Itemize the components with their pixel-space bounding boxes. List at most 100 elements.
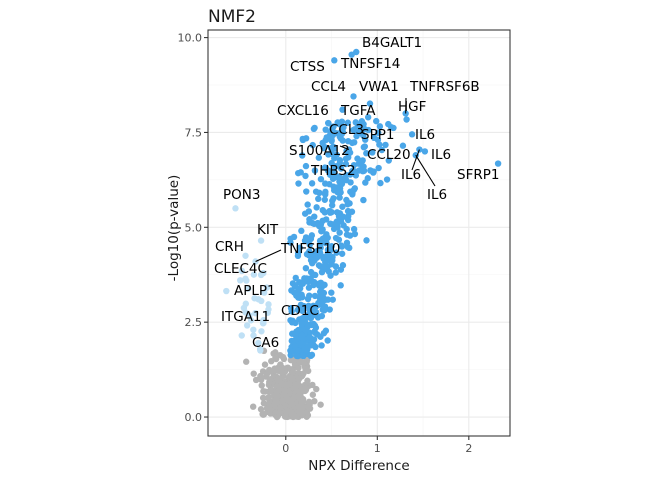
data-point-significant-down <box>258 328 265 335</box>
data-point-significant-up <box>340 222 347 229</box>
data-point-significant-up <box>322 239 329 247</box>
point-label: IL6 <box>431 147 451 163</box>
data-point-significant-up <box>306 241 313 248</box>
data-point-significant-up <box>302 264 310 272</box>
data-point-not-significant <box>295 382 302 389</box>
data-point-significant-up <box>311 124 318 132</box>
data-point-significant-down <box>246 312 253 319</box>
data-point-significant-up <box>292 274 299 282</box>
data-point-significant-up <box>363 150 370 157</box>
data-point-significant-up <box>306 306 313 313</box>
data-point-significant-up <box>318 342 325 349</box>
data-point-significant-up <box>350 225 358 233</box>
data-point-significant-up <box>332 269 339 276</box>
point-label: THBS2 <box>310 163 356 179</box>
data-point-significant-up <box>315 195 322 203</box>
data-point-significant-up <box>303 188 310 195</box>
point-label: S100A12 <box>289 143 350 159</box>
data-point-not-significant <box>259 410 266 418</box>
data-point-significant-up <box>294 292 301 299</box>
data-point-labeled <box>331 57 338 64</box>
data-point-significant-up <box>324 251 331 258</box>
label-leader-line <box>411 149 420 171</box>
point-labels: B4GALT1 CTSS TNFSF14 CCL4 VWA1 TNFRSF6B HGF CXC… <box>214 35 499 351</box>
y-tick-label: 2.5 <box>185 316 203 329</box>
data-point-significant-up <box>315 154 323 161</box>
x-tick-label: 1 <box>374 442 381 455</box>
data-point-not-significant <box>266 378 273 386</box>
data-point-not-significant <box>271 365 278 372</box>
data-point-significant-up <box>328 289 335 296</box>
data-point-not-significant <box>317 401 324 408</box>
data-point-significant-up <box>339 137 347 144</box>
data-point-significant-up <box>353 132 360 140</box>
data-point-not-significant <box>289 375 296 383</box>
data-point-not-significant <box>277 404 284 412</box>
panel-border <box>207 29 511 437</box>
data-point-significant-up <box>336 194 343 201</box>
data-point-significant-up <box>351 185 359 192</box>
data-point-significant-up <box>375 129 382 136</box>
data-point-significant-up <box>320 329 328 337</box>
data-point-significant-up <box>354 155 361 162</box>
data-point-not-significant <box>271 401 278 408</box>
data-point-significant-up <box>390 124 397 132</box>
data-point-not-significant <box>252 376 260 384</box>
data-point-significant-up <box>287 239 294 246</box>
data-point-significant-up <box>359 157 366 164</box>
data-point-significant-up <box>306 292 313 299</box>
data-point-significant-up <box>310 320 317 328</box>
label-leader-line <box>255 249 282 262</box>
data-point-significant-up <box>345 138 352 145</box>
data-point-not-significant <box>296 359 303 366</box>
data-point-significant-up <box>295 347 302 354</box>
data-point-not-significant <box>302 365 309 372</box>
data-point-not-significant <box>313 385 320 393</box>
data-point-significant-up <box>306 216 313 223</box>
data-point-significant-up <box>324 337 331 344</box>
x-axis-title: NPX Difference <box>308 458 409 474</box>
data-point-significant-up <box>362 136 369 143</box>
data-point-significant-up <box>336 156 344 164</box>
data-point-significant-up <box>326 180 333 188</box>
data-point-significant-up <box>343 231 351 238</box>
data-point-not-significant <box>268 357 275 365</box>
data-point-significant-down <box>257 347 264 354</box>
point-label: SPP1 <box>361 127 394 143</box>
data-point-not-significant <box>276 409 283 417</box>
data-point-significant-up <box>294 250 302 257</box>
data-point-significant-up <box>321 209 329 216</box>
data-point-significant-up <box>328 137 335 145</box>
data-point-significant-up <box>322 216 330 223</box>
data-point-significant-up <box>317 287 325 294</box>
point-label: TGFA <box>340 103 376 119</box>
data-point-significant-up <box>382 141 389 149</box>
data-point-labeled <box>232 205 239 212</box>
data-point-significant-up <box>295 169 302 177</box>
point-label: TNFRSF6B <box>409 79 480 95</box>
data-point-significant-up <box>325 257 333 264</box>
data-point-labeled <box>350 93 357 100</box>
data-point-significant-up <box>317 221 325 228</box>
data-point-not-significant <box>295 364 302 372</box>
data-point-significant-up <box>329 296 336 303</box>
data-point-significant-up <box>375 164 382 172</box>
data-point-significant-down <box>238 332 245 339</box>
data-point-significant-down <box>250 332 257 339</box>
data-point-significant-up <box>295 279 303 286</box>
data-point-significant-up <box>299 152 306 159</box>
data-point-significant-up <box>352 172 360 179</box>
x-axis: 0 1 2 <box>282 436 472 455</box>
data-point-significant-up <box>339 203 346 210</box>
data-point-significant-down <box>243 277 250 284</box>
point-label: IL6 <box>401 167 421 183</box>
data-point-significant-up <box>311 311 319 319</box>
point-label: PON3 <box>223 187 260 203</box>
data-point-significant-up <box>321 196 329 203</box>
point-label: B4GALT1 <box>362 35 422 51</box>
data-point-labeled <box>421 148 429 155</box>
data-point-significant-up <box>292 319 299 327</box>
data-point-significant-up <box>351 230 359 238</box>
data-point-not-significant <box>299 404 306 411</box>
